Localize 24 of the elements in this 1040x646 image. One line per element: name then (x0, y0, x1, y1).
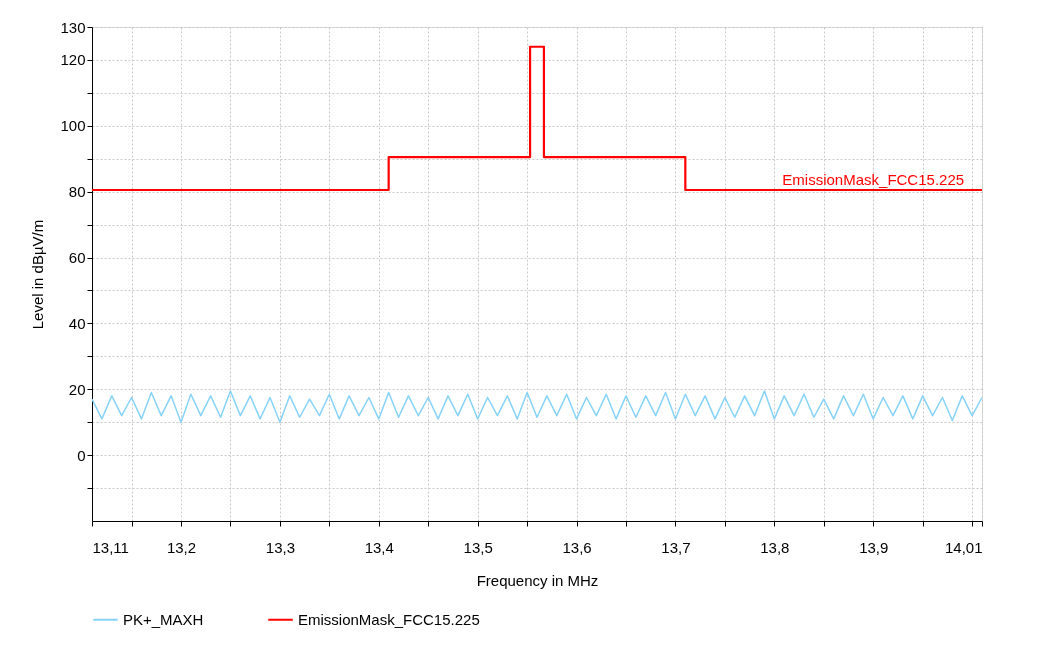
x-tick-label: 13,9 (859, 538, 889, 556)
x-tick-label: 13,2 (166, 538, 197, 556)
x-tick-label: 13,7 (661, 538, 691, 556)
x-tick-label: 13,11 (92, 538, 129, 556)
x-tick-label: 13,3 (265, 538, 295, 556)
x-tick-label: 13,6 (562, 538, 592, 556)
y-tick-label: 20 (68, 380, 86, 398)
legend-label: EmissionMask_FCC15.225 (298, 610, 480, 628)
y-axis-title: Level in dBµV/m (29, 219, 47, 330)
y-tick-label: 0 (77, 446, 86, 464)
x-axis-title: Frequency in MHz (476, 571, 599, 589)
y-tick-label: 130 (60, 18, 86, 36)
legend-label: PK+_MAXH (123, 610, 204, 628)
annotation: EmissionMask_FCC15.225 (782, 171, 965, 189)
x-tick-label: 13,4 (364, 538, 394, 556)
y-tick-label: 60 (68, 249, 86, 267)
y-tick-label: 40 (68, 314, 86, 332)
line-series (92, 390, 982, 423)
x-tick-label: 14,01 (944, 538, 983, 556)
y-tick-label: 100 (60, 117, 86, 135)
x-tick-label: 13,5 (463, 538, 493, 556)
x-tick-label: 13,8 (760, 538, 790, 556)
y-tick-label: 80 (68, 183, 86, 201)
y-tick-label: 120 (60, 51, 86, 69)
